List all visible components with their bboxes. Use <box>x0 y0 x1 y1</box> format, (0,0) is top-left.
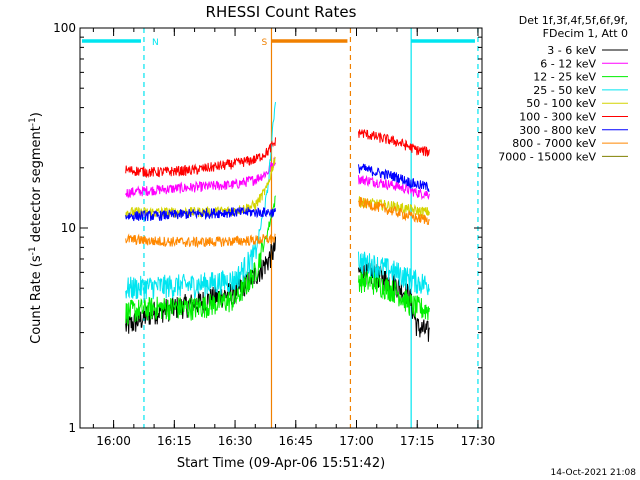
series-line <box>358 197 430 225</box>
series-line <box>358 251 430 296</box>
legend-label: 800 - 7000 keV <box>512 137 596 150</box>
y-axis-label-suffix: ) <box>29 112 44 117</box>
series-line <box>125 157 276 199</box>
legend-label: 300 - 800 keV <box>519 124 596 137</box>
detector-info-line-1: Det 1f,3f,4f,5f,6f,9f, <box>519 14 628 27</box>
x-tick-label: 16:00 <box>96 434 131 448</box>
chart-title: RHESSI Count Rates <box>206 3 357 21</box>
plot-frame <box>79 27 483 429</box>
series-lines <box>125 102 430 342</box>
interval-label: N <box>152 38 159 48</box>
legend-label: 6 - 12 keV <box>540 57 596 70</box>
legend-label: 7000 - 15000 keV <box>498 150 596 163</box>
y-axis-label-prefix: Count Rate (s <box>29 255 44 344</box>
series-line <box>125 137 276 179</box>
y-axis-label-exponent-1: -1 <box>28 246 38 255</box>
x-tick-label: 17:30 <box>461 434 496 448</box>
series-line <box>358 269 430 321</box>
generation-timestamp: 14-Oct-2021 21:08 <box>551 468 637 478</box>
series-line <box>125 156 276 219</box>
legend-label: 25 - 50 keV <box>533 84 596 97</box>
y-tick-label: 1 <box>68 421 76 435</box>
legend-label: 12 - 25 keV <box>533 71 596 84</box>
series-line <box>125 195 276 327</box>
series-line <box>358 129 430 157</box>
x-tick-label: 17:15 <box>400 434 435 448</box>
legend-label: 50 - 100 keV <box>526 97 596 110</box>
axes-ticks: 1 10 100 16:00 16:15 16:30 16:45 17:00 17:15 17:3… <box>53 21 495 448</box>
x-tick-label: 16:45 <box>278 434 313 448</box>
x-tick-label: 16:15 <box>157 434 192 448</box>
series-line <box>358 196 430 217</box>
series-line <box>125 102 276 301</box>
y-axis-label-exponent-2: -1 <box>28 117 38 126</box>
x-tick-label: 16:30 <box>218 434 253 448</box>
series-line <box>358 174 430 201</box>
y-tick-label: 10 <box>61 221 76 235</box>
detector-info-line-2: FDecim 1, Att 0 <box>543 27 628 40</box>
legend-label: 100 - 300 keV <box>519 111 596 124</box>
series-line <box>125 207 276 222</box>
x-tick-label: 17:00 <box>339 434 374 448</box>
y-axis-label: Count Rate (s-1 detector segment-1) <box>28 112 44 344</box>
y-axis-label-middle: detector segment <box>29 126 44 246</box>
legend-label: 3 - 6 keV <box>547 44 596 57</box>
series-line <box>358 163 430 193</box>
y-tick-label: 100 <box>53 21 76 35</box>
interval-label: S <box>261 38 267 48</box>
x-axis-label: Start Time (09-Apr-06 15:51:42) <box>177 456 385 471</box>
series-line <box>125 233 276 249</box>
